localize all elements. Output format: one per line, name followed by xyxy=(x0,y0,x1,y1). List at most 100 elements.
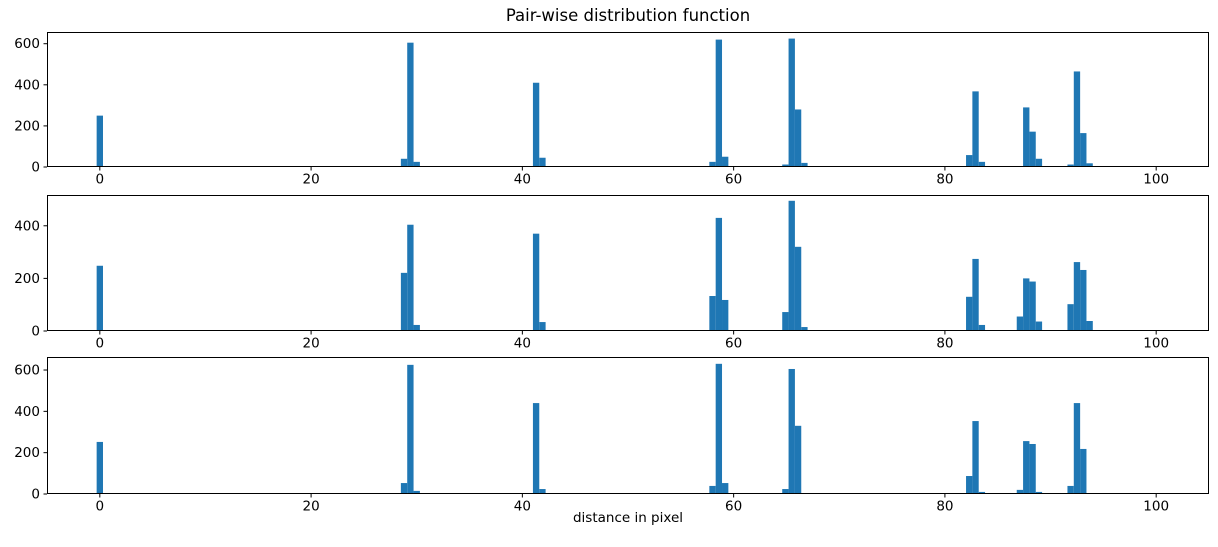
bar xyxy=(972,91,979,167)
bar xyxy=(96,265,103,331)
x-tick-label: 60 xyxy=(725,499,742,515)
bar xyxy=(96,441,103,494)
bar xyxy=(407,42,414,167)
x-tick-label: 60 xyxy=(725,172,742,188)
bar xyxy=(400,483,408,494)
bar xyxy=(801,327,808,331)
y-tick-label: 0 xyxy=(31,487,40,503)
bar xyxy=(1086,163,1093,167)
bar xyxy=(715,217,723,331)
x-tick-label: 40 xyxy=(514,172,531,188)
bar xyxy=(413,161,420,167)
bar xyxy=(1073,71,1081,167)
bar xyxy=(972,421,979,494)
y-tick-label: 200 xyxy=(14,271,40,287)
bar xyxy=(539,322,546,331)
bar xyxy=(1035,158,1043,167)
bar xyxy=(1029,281,1036,331)
plot-frame xyxy=(47,357,1209,494)
bar xyxy=(709,296,716,331)
bar xyxy=(966,296,973,331)
x-tick-label: 80 xyxy=(936,499,953,515)
bar xyxy=(782,489,789,494)
y-tick-label: 400 xyxy=(14,218,40,234)
x-tick-label: 80 xyxy=(936,172,953,188)
bar xyxy=(709,485,716,494)
x-tick-label: 20 xyxy=(302,172,319,188)
x-tick-label: 40 xyxy=(514,499,531,515)
bar xyxy=(794,425,802,494)
bar xyxy=(1073,262,1081,331)
bar xyxy=(788,368,795,494)
bar xyxy=(788,200,795,331)
bar xyxy=(532,82,540,167)
bar xyxy=(794,246,802,331)
bar xyxy=(1067,304,1074,331)
plot-frame xyxy=(47,32,1209,167)
bar xyxy=(400,272,408,331)
y-tick-label: 200 xyxy=(14,445,40,461)
x-tick-label: 100 xyxy=(1143,499,1169,515)
bar xyxy=(966,476,973,494)
x-tick-label: 100 xyxy=(1143,172,1169,188)
bar xyxy=(1035,491,1043,494)
bar xyxy=(407,224,414,331)
bar xyxy=(532,233,540,331)
bar xyxy=(407,364,414,494)
x-tick-label: 60 xyxy=(725,336,742,352)
bar xyxy=(978,324,986,331)
bar xyxy=(1067,485,1074,494)
bar xyxy=(1080,269,1087,331)
bar xyxy=(1023,278,1030,331)
y-tick-label: 600 xyxy=(14,36,40,52)
bar xyxy=(715,363,723,494)
bar xyxy=(1016,316,1024,331)
bar xyxy=(1086,321,1093,331)
y-tick-label: 0 xyxy=(31,324,40,340)
y-tick-label: 0 xyxy=(31,160,40,176)
bar xyxy=(801,162,808,167)
y-tick-label: 200 xyxy=(14,118,40,134)
bar xyxy=(1023,441,1030,494)
bar xyxy=(1029,131,1036,167)
bar xyxy=(978,161,986,167)
plot-frame xyxy=(47,195,1209,331)
x-tick-label: 0 xyxy=(96,336,105,352)
bar xyxy=(1067,164,1074,167)
bar xyxy=(972,258,979,331)
x-tick-label: 20 xyxy=(302,336,319,352)
bar xyxy=(794,109,802,167)
x-axis-label: distance in pixel xyxy=(572,510,684,526)
y-tick-label: 600 xyxy=(14,363,40,379)
x-tick-label: 0 xyxy=(96,499,105,515)
bar xyxy=(709,161,716,167)
bar xyxy=(1023,107,1030,167)
bar xyxy=(539,157,546,167)
chart-title: Pair-wise distribution function xyxy=(505,6,751,25)
bar xyxy=(1073,403,1081,494)
y-tick-label: 400 xyxy=(14,77,40,93)
bar xyxy=(400,158,408,167)
bar xyxy=(722,299,729,331)
bar xyxy=(1029,443,1036,494)
bar xyxy=(715,39,723,167)
x-tick-label: 100 xyxy=(1143,336,1169,352)
bar xyxy=(722,483,729,494)
bar xyxy=(1035,321,1043,331)
subplot-middle: 0 20 40 60 80 100 0 200 400 xyxy=(14,195,1209,352)
bar xyxy=(722,156,729,167)
bar xyxy=(532,403,540,494)
x-tick-label: 0 xyxy=(96,172,105,188)
subplot-top: 0 20 40 60 80 100 0 200 400 600 xyxy=(14,32,1209,188)
bar xyxy=(1016,489,1024,494)
bar xyxy=(1080,448,1087,494)
x-tick-label: 40 xyxy=(514,336,531,352)
bar xyxy=(782,164,789,167)
bar xyxy=(539,489,546,494)
bar xyxy=(788,38,795,167)
bar xyxy=(96,115,103,167)
bar xyxy=(1080,133,1087,167)
bar xyxy=(413,324,420,331)
